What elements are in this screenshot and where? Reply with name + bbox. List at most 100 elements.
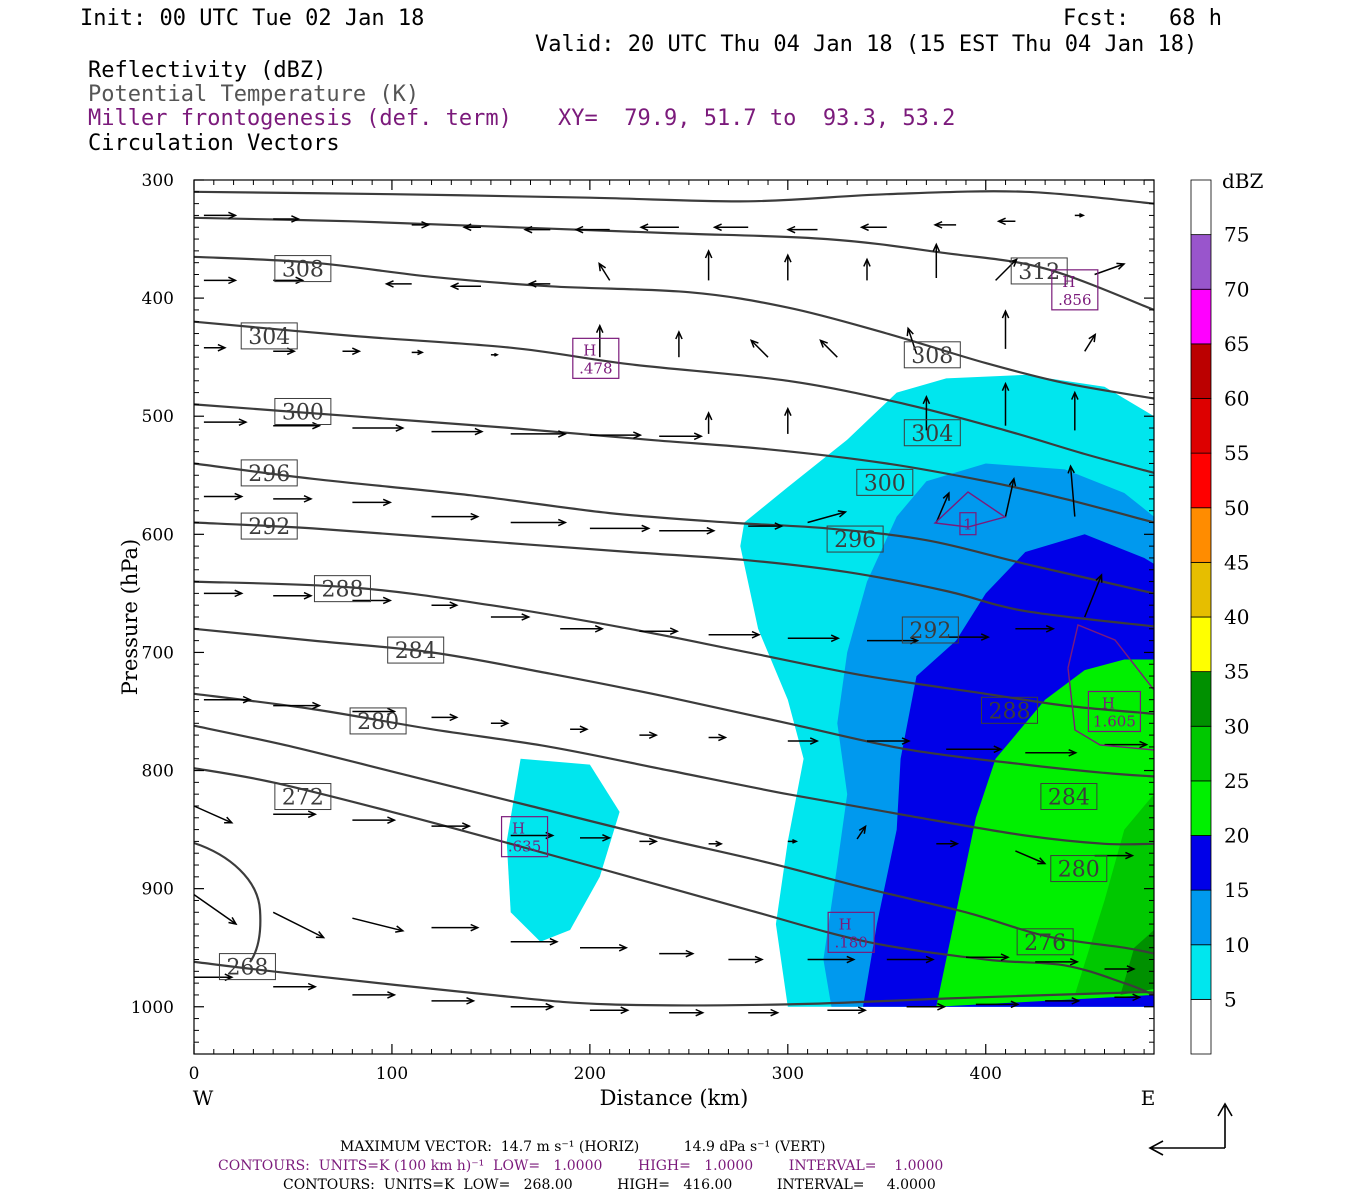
theta-label-272: 272 xyxy=(274,783,332,811)
circulation-vector xyxy=(384,280,412,288)
svg-text:H: H xyxy=(583,341,596,359)
frontogenesis-max-1.605: H1.605 xyxy=(1087,690,1142,733)
theta-contour-276 xyxy=(193,724,1155,955)
colorbar-label: 5 xyxy=(1224,987,1237,1011)
svg-text:1.605: 1.605 xyxy=(1093,712,1136,730)
circulation-vector xyxy=(431,512,480,521)
circulation-vector xyxy=(490,719,510,728)
circulation-vector xyxy=(589,524,651,533)
circulation-vector xyxy=(273,495,313,503)
circulation-vector xyxy=(1084,332,1097,352)
valid-time: Valid: 20 UTC Thu 04 Jan 18 (15 EST Thu … xyxy=(535,32,1198,57)
theta-contour xyxy=(193,190,1155,205)
colorbar-label: 55 xyxy=(1224,441,1249,465)
theta-label-308: 308 xyxy=(903,341,961,369)
frontogenesis-max-.635: H.635 xyxy=(500,816,549,858)
colorbar-segment xyxy=(1190,234,1212,290)
circulation-vector xyxy=(1104,965,1136,973)
colorbar-label: 70 xyxy=(1224,277,1249,301)
svg-text:268: 268 xyxy=(226,956,268,981)
y-tick-label: 700 xyxy=(142,643,174,663)
svg-text:H: H xyxy=(1102,694,1115,712)
svg-text:288: 288 xyxy=(321,578,363,603)
colorbar-label: 75 xyxy=(1224,223,1249,247)
circulation-vector xyxy=(431,997,476,1005)
circulation-vector xyxy=(639,837,659,846)
circulation-vector xyxy=(510,518,568,527)
theta-contour-280 xyxy=(193,692,1155,846)
theta-contour-dome xyxy=(193,841,262,963)
theta-label-308: 308 xyxy=(274,255,332,283)
theta-label-268: 268 xyxy=(218,953,276,981)
colorbar-label: 15 xyxy=(1224,878,1249,902)
circulation-vector xyxy=(203,695,252,704)
circulation-vector xyxy=(932,242,941,278)
svg-text:292: 292 xyxy=(248,515,290,540)
theta-label-312: 312 xyxy=(1010,257,1068,285)
circulation-vector xyxy=(574,225,610,234)
theta-label-292: 292 xyxy=(240,512,298,540)
circulation-vector xyxy=(589,1006,630,1015)
circulation-vector xyxy=(1035,958,1080,966)
circulation-vector xyxy=(595,323,604,358)
svg-text:.856: .856 xyxy=(1058,291,1091,309)
west-label: W xyxy=(193,1086,214,1110)
y-axis-label: Pressure (hPa) xyxy=(118,539,142,695)
theta-label-300: 300 xyxy=(856,468,914,496)
colorbar-label: 30 xyxy=(1224,714,1249,738)
field-reflectivity: Reflectivity (dBZ) xyxy=(88,58,327,83)
reflectivity-region-5dbz xyxy=(506,758,620,942)
svg-text:.180: .180 xyxy=(834,933,867,951)
circulation-vector xyxy=(748,1008,780,1017)
circulation-vector xyxy=(704,249,713,281)
colorbar-segment xyxy=(1190,343,1212,399)
circulation-vector xyxy=(675,330,683,358)
circulation-vector xyxy=(352,707,397,716)
circulation-vector xyxy=(273,982,318,991)
circulation-vector xyxy=(431,427,484,436)
circulation-vector xyxy=(1001,309,1010,349)
circulation-vector xyxy=(1004,476,1017,517)
circulation-vector xyxy=(352,498,393,507)
svg-text:296: 296 xyxy=(248,462,290,487)
theta-contour-304 xyxy=(193,320,1155,474)
circulation-vector xyxy=(580,943,629,952)
reflectivity-region-30dbz xyxy=(1120,930,1154,995)
svg-text:.478: .478 xyxy=(579,359,612,377)
colorbar-label: 60 xyxy=(1224,387,1249,411)
circulation-vector xyxy=(431,822,472,830)
circulation-vector xyxy=(787,839,799,844)
circulation-vector xyxy=(659,949,695,958)
circulation-vector xyxy=(1094,262,1126,276)
theta-label-304: 304 xyxy=(903,419,961,447)
colorbar-unit: dBZ xyxy=(1222,169,1264,193)
circulation-vector xyxy=(966,953,1010,961)
circulation-vector xyxy=(352,816,397,824)
circulation-vector xyxy=(411,221,431,229)
circulation-vector xyxy=(807,955,856,964)
circulation-vector xyxy=(859,223,887,232)
east-label: E xyxy=(1141,1086,1156,1110)
x-tick-label: 100 xyxy=(376,1064,408,1084)
circulation-vector xyxy=(510,430,568,438)
field-circulation-vectors: Circulation Vectors xyxy=(88,131,340,156)
y-tick-label: 500 xyxy=(142,407,174,427)
circulation-vector xyxy=(1074,213,1086,218)
svg-text:288: 288 xyxy=(989,699,1031,724)
colorbar-segment xyxy=(1190,944,1212,1000)
x-axis-label: Distance (km) xyxy=(600,1086,749,1110)
theta-label-280: 280 xyxy=(1050,855,1108,883)
svg-text:276: 276 xyxy=(1024,931,1066,956)
colorbar-label: 10 xyxy=(1224,933,1249,957)
circulation-vector xyxy=(1067,464,1076,517)
circulation-vector xyxy=(1084,573,1103,618)
theta-labels: 3083043002962922882842802722683123083043… xyxy=(218,255,1108,981)
theta-contour-308 xyxy=(193,255,1155,400)
theta-contour-info: CONTOURS: UNITS=K LOW= 268.00 HIGH= 416.… xyxy=(283,1177,936,1193)
svg-text:H: H xyxy=(839,915,852,933)
svg-text:280: 280 xyxy=(357,710,399,735)
frontogenesis-max-.856: H.856 xyxy=(1051,269,1099,311)
circulation-vector xyxy=(273,421,322,430)
circulation-vector xyxy=(203,343,227,352)
frontogenesis-contour xyxy=(933,491,1007,528)
